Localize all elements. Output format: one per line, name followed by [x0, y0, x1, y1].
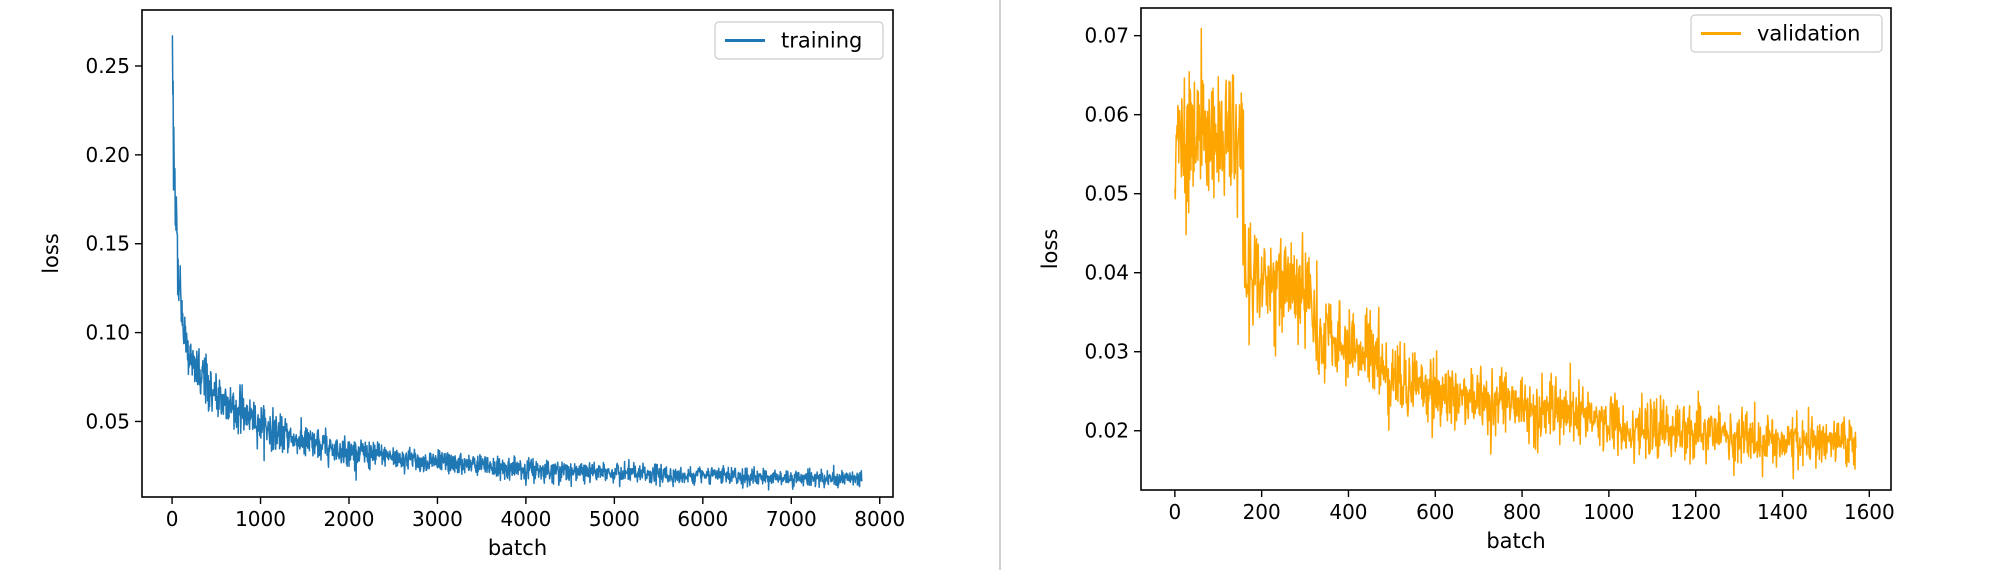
x-tick-label: 4000: [500, 507, 551, 531]
chart-validation: 0 200 400 600 800 1000 1200 1400 1600 0.02 0.03 0.0…: [1038, 8, 1895, 553]
x-tick-label: 0: [166, 507, 179, 531]
x-tick-label: 3000: [412, 507, 463, 531]
plot-frame: [1141, 8, 1891, 490]
x-tick-label: 800: [1503, 500, 1541, 524]
y-tick-label: 0.06: [1084, 103, 1129, 127]
series-line-training: [172, 36, 862, 490]
series-line-validation: [1175, 28, 1856, 478]
x-tick-label: 1400: [1757, 500, 1808, 524]
legend-label-training: training: [781, 29, 862, 53]
x-tick-label: 2000: [324, 507, 375, 531]
x-tick-label: 1000: [235, 507, 286, 531]
x-tick-label: 200: [1243, 500, 1281, 524]
y-tick-label: 0.02: [1084, 419, 1129, 443]
y-tick-label: 0.04: [1084, 261, 1129, 285]
chart-training: 0 1000 2000 3000 4000 5000 6000 7000 8000 0.05 0.1…: [39, 10, 905, 560]
y-tick-label: 0.15: [85, 232, 130, 256]
y-tick-label: 0.03: [1084, 340, 1129, 364]
legend: training: [715, 22, 883, 59]
x-tick-label: 400: [1329, 500, 1367, 524]
legend: validation: [1691, 15, 1882, 52]
y-axis-label: loss: [1038, 229, 1062, 270]
x-tick-label: 6000: [677, 507, 728, 531]
legend-label-validation: validation: [1757, 22, 1860, 46]
y-tick-label: 0.20: [85, 143, 130, 167]
y-tick-label: 0.05: [1084, 182, 1129, 206]
x-tick-label: 8000: [854, 507, 905, 531]
x-tick-label: 5000: [589, 507, 640, 531]
x-tick-label: 1000: [1583, 500, 1634, 524]
x-axis-label: batch: [488, 536, 547, 560]
x-axis-label: batch: [1486, 529, 1545, 553]
y-axis-label: loss: [39, 233, 63, 274]
y-tick-label: 0.07: [1084, 24, 1129, 48]
x-tick-label: 7000: [766, 507, 817, 531]
x-tick-label: 1600: [1844, 500, 1895, 524]
x-tick-label: 1200: [1670, 500, 1721, 524]
y-tick-label: 0.25: [85, 54, 130, 78]
x-tick-label: 600: [1416, 500, 1454, 524]
y-tick-label: 0.05: [85, 409, 130, 433]
x-tick-label: 0: [1168, 500, 1181, 524]
y-tick-label: 0.10: [85, 321, 130, 345]
